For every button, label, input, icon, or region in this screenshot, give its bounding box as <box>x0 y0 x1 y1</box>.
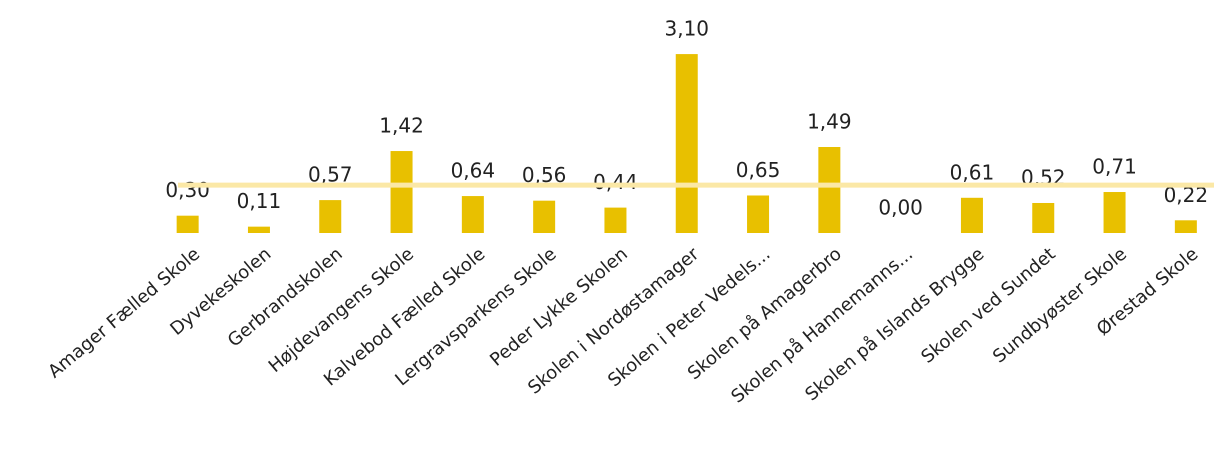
bar <box>675 54 698 234</box>
bar <box>747 195 770 233</box>
x-tick-label: Skolen ved Sundet <box>917 244 1059 368</box>
bar <box>247 226 270 233</box>
bar <box>176 215 199 233</box>
bar <box>533 200 556 233</box>
bar <box>461 196 484 233</box>
bar <box>1103 192 1126 233</box>
value-label: 0,11 <box>237 189 282 213</box>
value-label: 0,64 <box>451 159 496 183</box>
bar <box>1032 202 1055 233</box>
x-tick-label: Peder Lykke Skolen <box>486 244 632 371</box>
bar <box>390 151 413 233</box>
value-label: 0,71 <box>1092 155 1137 179</box>
value-label: 0,00 <box>878 196 923 220</box>
value-label: 0,65 <box>736 158 781 182</box>
bar <box>319 200 342 233</box>
bar <box>818 147 841 233</box>
value-label: 0,44 <box>593 170 638 194</box>
value-label: 0,61 <box>950 160 995 184</box>
bar <box>960 197 983 233</box>
bar <box>604 207 627 233</box>
value-label: 0,30 <box>165 178 210 202</box>
value-label: 3,10 <box>664 17 709 41</box>
value-label: 1,42 <box>379 114 424 138</box>
x-tick-label: Sundbyøster Skole <box>989 244 1131 368</box>
value-label: 1,49 <box>807 110 852 134</box>
bar <box>1174 220 1197 233</box>
